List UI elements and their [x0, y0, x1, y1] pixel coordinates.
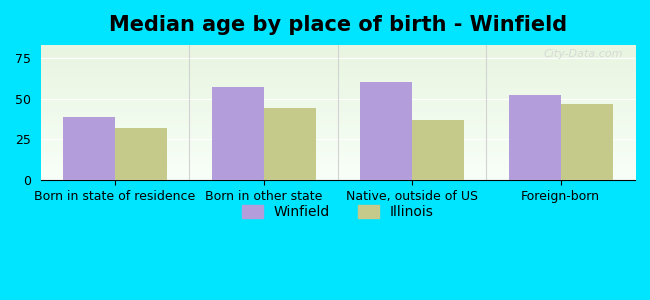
Bar	[412, 120, 464, 180]
Bar	[509, 95, 561, 180]
Bar	[212, 87, 264, 180]
Legend: Winfield, Illinois: Winfield, Illinois	[237, 200, 439, 225]
Bar	[115, 128, 167, 180]
Bar	[360, 82, 412, 180]
Bar	[264, 109, 316, 180]
Text: City-Data.com: City-Data.com	[543, 49, 623, 59]
Bar	[63, 117, 115, 180]
Bar	[561, 103, 613, 180]
Title: Median age by place of birth - Winfield: Median age by place of birth - Winfield	[109, 15, 567, 35]
